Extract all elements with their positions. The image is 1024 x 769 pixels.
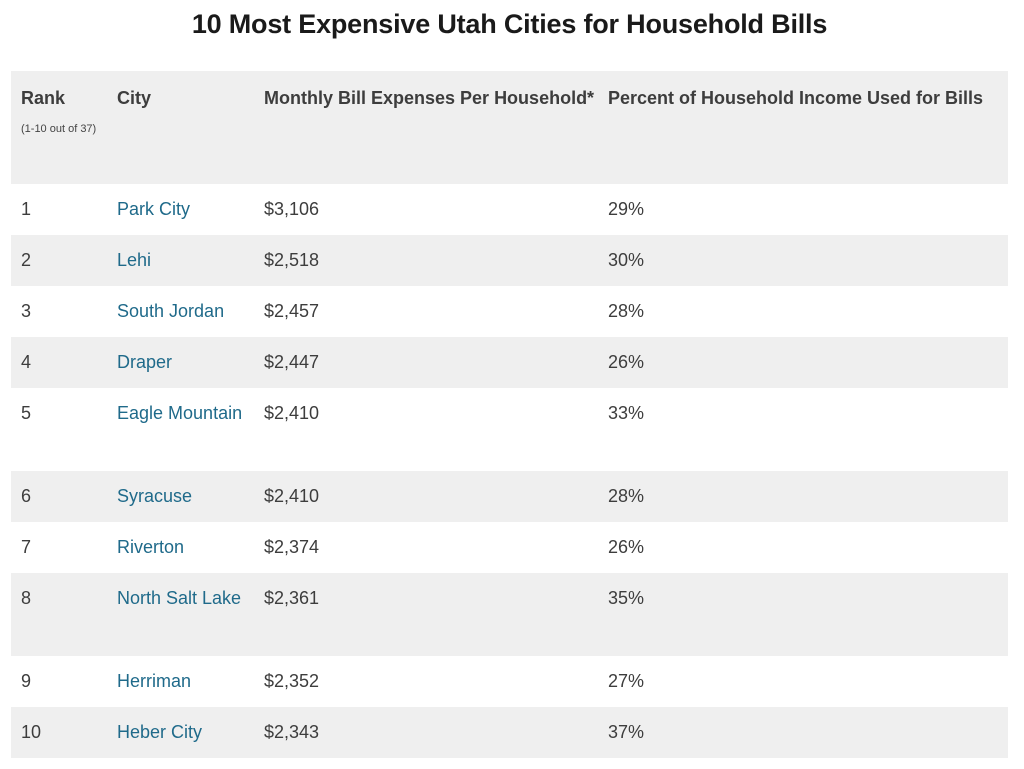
city-cell: Park City <box>107 184 254 235</box>
city-cell: North Salt Lake <box>107 573 254 656</box>
header-city: City <box>117 88 152 108</box>
table-row: 3 South Jordan $2,457 28% <box>11 286 1008 337</box>
rank-cell: 6 <box>21 486 32 506</box>
city-cell: Lehi <box>107 235 254 286</box>
percent-cell: 26% <box>608 537 645 557</box>
city-link[interactable]: Lehi <box>117 250 152 270</box>
city-link[interactable]: Riverton <box>117 537 185 557</box>
percent-cell: 33% <box>608 403 645 423</box>
rank-cell: 4 <box>21 352 32 372</box>
table-row: 8 North Salt Lake $2,361 35% <box>11 573 1008 656</box>
city-cell: Eagle Mountain <box>107 388 254 471</box>
city-link[interactable]: Park City <box>117 199 191 219</box>
city-link[interactable]: Draper <box>117 352 173 372</box>
expenses-cell: $2,352 <box>264 671 320 691</box>
expenses-cell: $2,410 <box>264 403 320 423</box>
expenses-cell: $2,457 <box>264 301 320 321</box>
city-cell: Riverton <box>107 522 254 573</box>
rank-cell: 5 <box>21 403 32 423</box>
percent-cell: 29% <box>608 199 645 219</box>
rank-cell: 1 <box>21 199 32 219</box>
table-row: 9 Herriman $2,352 27% <box>11 656 1008 707</box>
percent-cell: 28% <box>608 301 645 321</box>
city-link[interactable]: South Jordan <box>117 301 225 321</box>
table-row: 5 Eagle Mountain $2,410 33% <box>11 388 1008 471</box>
percent-cell: 35% <box>608 588 645 608</box>
percent-cell: 28% <box>608 486 645 506</box>
header-percent: Percent of Household Income Used for Bil… <box>608 88 984 108</box>
city-link[interactable]: Eagle Mountain <box>117 403 243 423</box>
expenses-cell: $2,343 <box>264 722 320 742</box>
city-link[interactable]: Syracuse <box>117 486 193 506</box>
header-rank: Rank (1-10 out of 37) <box>11 71 107 184</box>
table-row: 4 Draper $2,447 26% <box>11 337 1008 388</box>
city-cell: South Jordan <box>107 286 254 337</box>
expenses-cell: $2,374 <box>264 537 320 557</box>
header-rank-label: Rank <box>21 88 66 108</box>
city-cell: Herriman <box>107 656 254 707</box>
percent-cell: 26% <box>608 352 645 372</box>
cities-table: Rank (1-10 out of 37) City Monthly Bill … <box>11 71 1008 758</box>
expenses-cell: $2,447 <box>264 352 320 372</box>
rank-cell: 7 <box>21 537 32 557</box>
table-row: 10 Heber City $2,343 37% <box>11 707 1008 758</box>
city-cell: Draper <box>107 337 254 388</box>
table-row: 7 Riverton $2,374 26% <box>11 522 1008 573</box>
header-expenses: Monthly Bill Expenses Per Household* <box>264 88 595 108</box>
header-rank-note: (1-10 out of 37) <box>21 123 97 135</box>
percent-cell: 30% <box>608 250 645 270</box>
city-cell: Heber City <box>107 707 254 758</box>
table-row: 2 Lehi $2,518 30% <box>11 235 1008 286</box>
rank-cell: 10 <box>21 722 42 742</box>
table-row: 6 Syracuse $2,410 28% <box>11 471 1008 522</box>
city-link[interactable]: North Salt Lake <box>117 588 242 608</box>
rank-cell: 3 <box>21 301 32 321</box>
percent-cell: 27% <box>608 671 645 691</box>
percent-cell: 37% <box>608 722 645 742</box>
city-cell: Syracuse <box>107 471 254 522</box>
expenses-cell: $3,106 <box>264 199 320 219</box>
rank-cell: 9 <box>21 671 32 691</box>
expenses-cell: $2,410 <box>264 486 320 506</box>
rank-cell: 8 <box>21 588 32 608</box>
table-header-row: Rank (1-10 out of 37) City Monthly Bill … <box>11 71 1008 184</box>
page-title: 10 Most Expensive Utah Cities for Househ… <box>191 9 828 39</box>
expenses-cell: $2,361 <box>264 588 320 608</box>
city-link[interactable]: Heber City <box>117 722 203 742</box>
expenses-cell: $2,518 <box>264 250 320 270</box>
table-row: 1 Park City $3,106 29% <box>11 184 1008 235</box>
city-link[interactable]: Herriman <box>117 671 192 691</box>
rank-cell: 2 <box>21 250 32 270</box>
